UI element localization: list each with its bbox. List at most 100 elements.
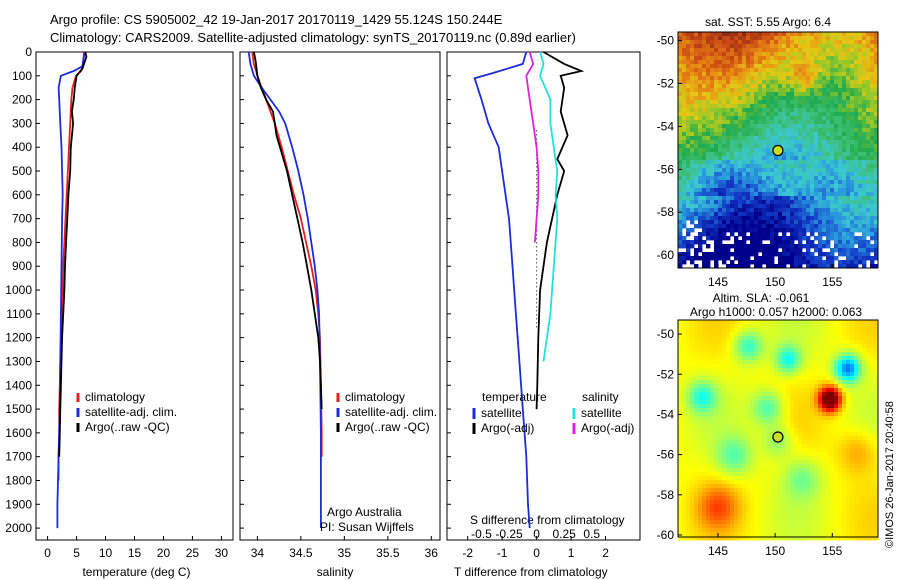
- sst_map-cell: [754, 48, 759, 53]
- sst_map-cell: [866, 176, 871, 181]
- sst_map-cell: [782, 48, 787, 53]
- sst_map-cell: [750, 80, 755, 85]
- sst_map-cell: [746, 132, 751, 137]
- sla_map-cell: [734, 428, 739, 433]
- sla_map-cell: [766, 500, 771, 505]
- sst_map-cell: [750, 104, 755, 109]
- sst_map-cell: [694, 108, 699, 113]
- sst_map-cell: [734, 172, 739, 177]
- sst_map-cell: [782, 176, 787, 181]
- sla_map-cell: [794, 336, 799, 341]
- sla_map-cell: [686, 436, 691, 441]
- sst_map-cell: [846, 188, 851, 193]
- sla_map-cell: [806, 360, 811, 365]
- sla_map-cell: [706, 328, 711, 333]
- sla_map-cell: [714, 360, 719, 365]
- sst_map-cell: [846, 196, 851, 201]
- sst_map-cell: [690, 52, 695, 57]
- sla_map-cell: [786, 428, 791, 433]
- sst_map-cell: [726, 132, 731, 137]
- sst_map-cell: [874, 76, 879, 81]
- sla_map-cell: [810, 448, 815, 453]
- sla_map-cell: [690, 376, 695, 381]
- sst_map-cell: [846, 224, 851, 229]
- sst_map-cell: [814, 176, 819, 181]
- sla_map-cell: [770, 436, 775, 441]
- sla_map-cell: [806, 344, 811, 349]
- sla_map-cell: [702, 324, 707, 329]
- sst_map-cell: [846, 52, 851, 57]
- sst_map-cell: [694, 204, 699, 209]
- sla_map-cell: [742, 436, 747, 441]
- sst_map-cell: [758, 56, 763, 61]
- sst_map-cell: [842, 92, 847, 97]
- sst_map-cell: [786, 220, 791, 225]
- sst_map-cell: [814, 180, 819, 185]
- sst_map-cell: [710, 52, 715, 57]
- sst_map-cell: [822, 216, 827, 221]
- sst_map-cell: [858, 68, 863, 73]
- sst_map-cell: [722, 112, 727, 117]
- sst_map-cell: [698, 100, 703, 105]
- sst_map-cell: [806, 60, 811, 65]
- sst_map-cell: [794, 152, 799, 157]
- sla_map-cell: [682, 480, 687, 485]
- sst_map-cell: [734, 44, 739, 49]
- sla_map-cell: [794, 532, 799, 537]
- sla_map-cell: [790, 400, 795, 405]
- sst_map-cell: [722, 132, 727, 137]
- sst_map-cell: [854, 132, 859, 137]
- sla_map-cell: [806, 376, 811, 381]
- sst_map-cell: [754, 184, 759, 189]
- sla_map-cell: [682, 320, 687, 325]
- sst_map-cell: [730, 144, 735, 149]
- sla_map-cell: [742, 396, 747, 401]
- sst_map-cell: [866, 100, 871, 105]
- sst_map-cell: [798, 260, 803, 265]
- sla_map-cell: [806, 520, 811, 525]
- sla_map-cell: [794, 376, 799, 381]
- sst_map-cell: [874, 152, 879, 157]
- sst_map-cell: [870, 136, 875, 141]
- sst_map-cell: [798, 80, 803, 85]
- sst_map-cell: [766, 128, 771, 133]
- sst_map-cell: [806, 100, 811, 105]
- sst_map-cell: [734, 168, 739, 173]
- sla_map-cell: [734, 368, 739, 373]
- sla_map-cell: [746, 512, 751, 517]
- sla_map-cell: [690, 420, 695, 425]
- sla_map-cell: [706, 496, 711, 501]
- sst_map-cell: [746, 152, 751, 157]
- sst_map-cell: [738, 60, 743, 65]
- sst_map-cell: [722, 124, 727, 129]
- sst_map-cell: [854, 48, 859, 53]
- sst_map-cell: [862, 196, 867, 201]
- sla_map-cell: [754, 528, 759, 533]
- sla_map-cell: [798, 344, 803, 349]
- sst_map-cell: [730, 88, 735, 93]
- sst_map-cell: [694, 52, 699, 57]
- sst_map-cell: [706, 172, 711, 177]
- sla_map-cell: [730, 512, 735, 517]
- sla_map-cell: [690, 416, 695, 421]
- sst_map-cell: [742, 260, 747, 265]
- sla_map-cell: [782, 392, 787, 397]
- sla_map-cell: [718, 508, 723, 513]
- sst_map-cell: [778, 204, 783, 209]
- sst_map-cell: [694, 248, 699, 253]
- sla_map-cell: [750, 448, 755, 453]
- sst_map-cell: [846, 108, 851, 113]
- sst_map-cell: [750, 36, 755, 41]
- sst_map-cell: [846, 144, 851, 149]
- sla_map-cell: [750, 512, 755, 517]
- sla_map-cell: [746, 448, 751, 453]
- sla_map-cell: [726, 456, 731, 461]
- sst_map-cell: [738, 32, 743, 37]
- sst_map-cell: [738, 180, 743, 185]
- sst_map-cell: [734, 248, 739, 253]
- sst_map-cell: [706, 124, 711, 129]
- sla_map-cell: [750, 404, 755, 409]
- sst_map-cell: [866, 88, 871, 93]
- sst_map-cell: [842, 120, 847, 125]
- sla_map-cell: [722, 424, 727, 429]
